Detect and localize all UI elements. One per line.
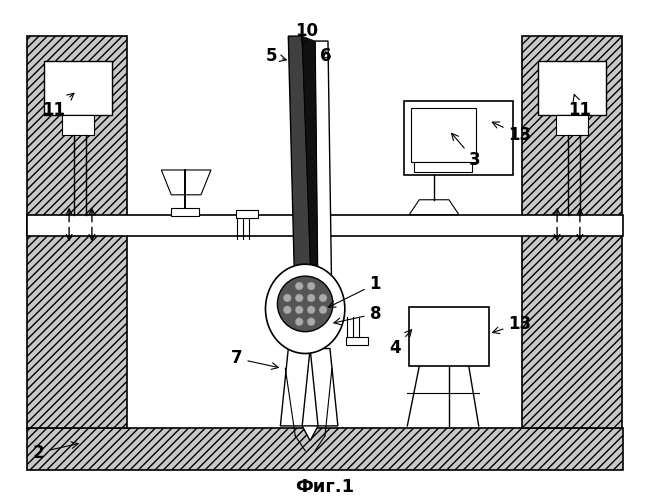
Circle shape <box>295 294 303 302</box>
Text: 10: 10 <box>295 22 318 46</box>
Text: 7: 7 <box>231 350 278 370</box>
Text: 4: 4 <box>389 330 411 357</box>
Circle shape <box>307 282 315 290</box>
Bar <box>27 36 127 428</box>
Circle shape <box>284 306 291 314</box>
Bar <box>538 61 606 116</box>
Circle shape <box>307 306 315 314</box>
Bar <box>346 336 367 344</box>
Bar <box>62 116 94 136</box>
Circle shape <box>307 318 315 326</box>
Text: Фиг.1: Фиг.1 <box>295 478 354 496</box>
Circle shape <box>295 282 303 290</box>
Text: 1: 1 <box>328 275 381 307</box>
Bar <box>27 214 622 236</box>
Bar <box>171 208 199 216</box>
Polygon shape <box>280 348 310 426</box>
Text: 2: 2 <box>32 442 78 462</box>
Circle shape <box>295 306 303 314</box>
Bar <box>410 307 489 366</box>
Circle shape <box>319 306 327 314</box>
Circle shape <box>319 294 327 302</box>
Polygon shape <box>302 426 318 441</box>
Polygon shape <box>310 348 338 426</box>
Polygon shape <box>315 41 332 309</box>
Text: 13: 13 <box>493 314 532 334</box>
Text: 8: 8 <box>334 305 381 324</box>
Bar <box>556 116 588 136</box>
Bar <box>522 36 622 428</box>
Bar <box>411 108 476 162</box>
Polygon shape <box>288 36 312 309</box>
Circle shape <box>307 294 315 302</box>
Bar <box>404 100 513 175</box>
Text: 11: 11 <box>42 94 74 120</box>
Text: 13: 13 <box>493 122 532 144</box>
Polygon shape <box>302 36 318 309</box>
Text: 6: 6 <box>320 47 332 65</box>
Text: 11: 11 <box>568 94 591 120</box>
Bar <box>27 428 622 470</box>
Bar <box>44 61 112 116</box>
Circle shape <box>295 318 303 326</box>
Bar <box>414 162 472 172</box>
Text: 5: 5 <box>265 47 286 65</box>
Circle shape <box>284 294 291 302</box>
Polygon shape <box>162 170 211 195</box>
Bar <box>236 210 258 218</box>
Polygon shape <box>410 200 459 214</box>
Text: 3: 3 <box>452 134 480 169</box>
Ellipse shape <box>265 264 345 354</box>
Circle shape <box>277 276 333 332</box>
